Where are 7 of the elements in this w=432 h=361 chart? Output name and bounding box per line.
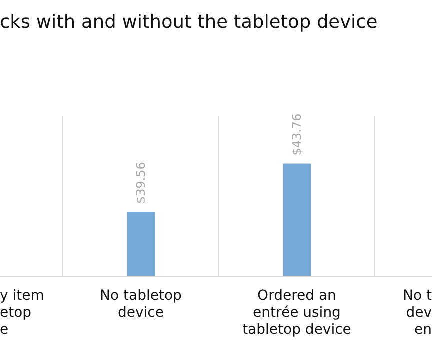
chart-title: cks with and without the tabletop device — [0, 12, 378, 33]
x-tick-label: No t dev en — [403, 288, 432, 338]
data-label: $39.56 — [134, 162, 148, 204]
x-tick-label: Ordered an entrée using tabletop device — [242, 288, 352, 338]
x-tick-label: y item etop e — [0, 288, 44, 338]
data-label: $43.76 — [290, 114, 304, 156]
x-tick-label: No tabletop device — [100, 288, 182, 321]
